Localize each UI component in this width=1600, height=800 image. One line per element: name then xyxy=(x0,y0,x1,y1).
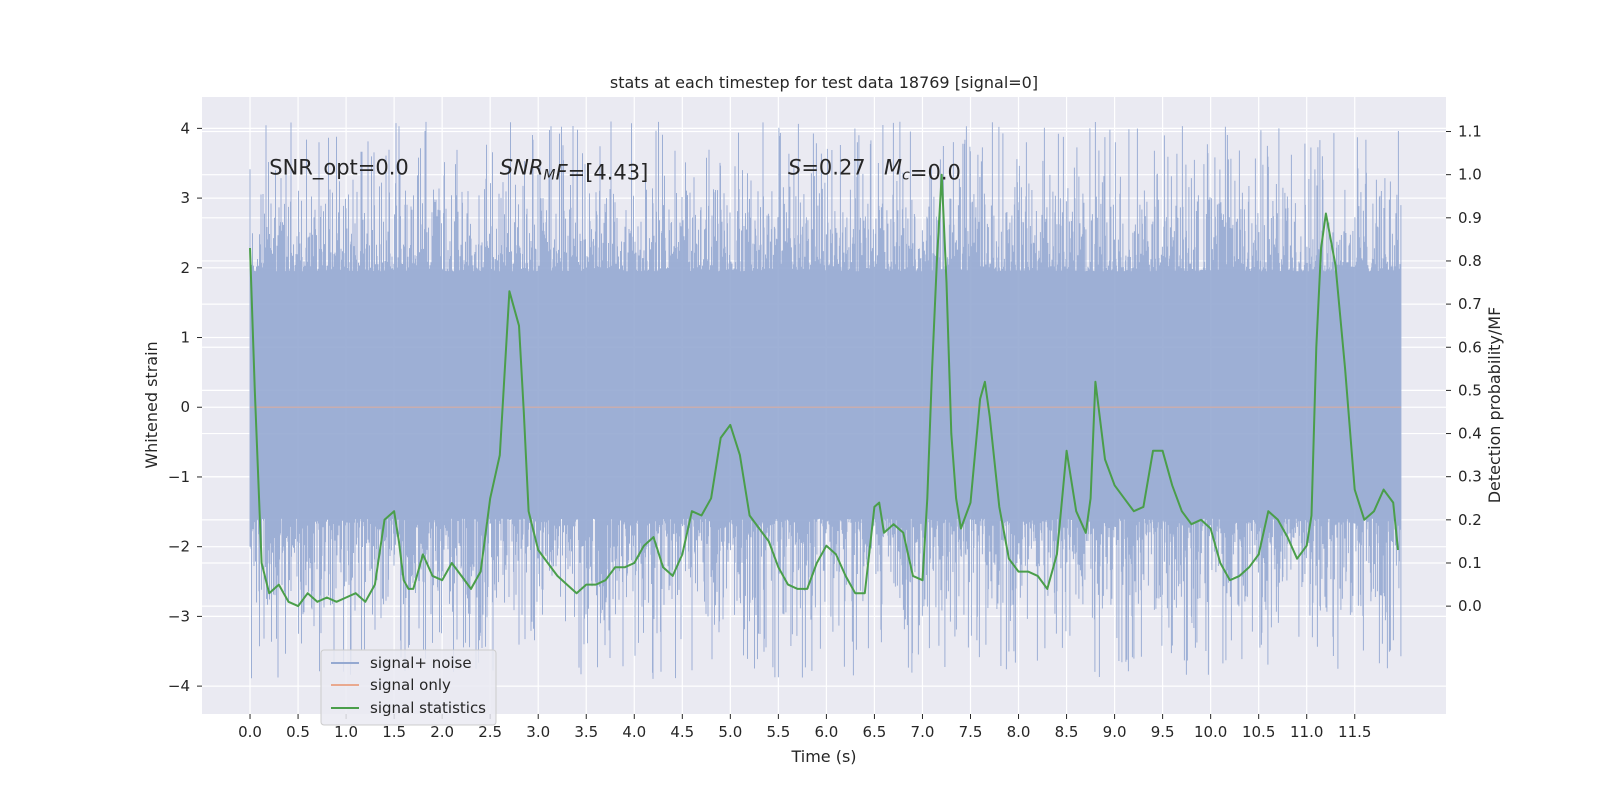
y-right-tick-label: 0.1 xyxy=(1458,554,1482,572)
y-left-tick-label: 2 xyxy=(180,259,190,277)
y-right-tick-label: 0.0 xyxy=(1458,597,1482,615)
series-signal-plus-noise xyxy=(249,121,1402,679)
y-left-tick-label: 0 xyxy=(180,398,190,416)
y-left-tick-label: 3 xyxy=(180,189,190,207)
x-tick-label: 4.5 xyxy=(670,723,694,741)
x-tick-label: 2.5 xyxy=(478,723,502,741)
y-axis-left-ticks: −4 −3 −2 −1 0 1 2 3 4 xyxy=(168,119,202,695)
x-tick-label: 1.0 xyxy=(334,723,358,741)
y-right-tick-label: 0.4 xyxy=(1458,425,1482,443)
y-left-tick-label: 4 xyxy=(180,119,190,137)
y-right-tick-label: 1.1 xyxy=(1458,123,1482,141)
y-right-tick-label: 0.7 xyxy=(1458,295,1482,313)
x-tick-label: 11.0 xyxy=(1290,723,1323,741)
y-right-tick-label: 0.8 xyxy=(1458,252,1482,270)
annotation-0: SNR_opt=0.0 xyxy=(269,156,409,181)
x-tick-label: 3.0 xyxy=(526,723,550,741)
y-axis-right-ticks: 0.0 0.1 0.2 0.3 0.4 0.5 0.6 0.7 0.8 0.9 1.0 1.1 xyxy=(1446,123,1482,615)
x-tick-label: 9.5 xyxy=(1151,723,1175,741)
x-tick-label: 0.0 xyxy=(238,723,262,741)
legend-label-signal-statistics: signal statistics xyxy=(370,699,486,717)
y-right-tick-label: 1.0 xyxy=(1458,166,1482,184)
x-tick-label: 8.5 xyxy=(1055,723,1079,741)
x-tick-label: 2.0 xyxy=(430,723,454,741)
x-tick-label: 7.5 xyxy=(959,723,983,741)
x-tick-label: 5.5 xyxy=(766,723,790,741)
legend-label-signal-only: signal only xyxy=(370,676,451,694)
y-right-tick-label: 0.5 xyxy=(1458,381,1482,399)
x-tick-label: 1.5 xyxy=(382,723,406,741)
y-axis-right-label: Detection probability/MF xyxy=(1485,307,1504,504)
x-tick-label: 7.0 xyxy=(911,723,935,741)
y-right-tick-label: 0.2 xyxy=(1458,511,1482,529)
x-tick-label: 10.0 xyxy=(1194,723,1227,741)
annotation-2: S=0.27 xyxy=(788,156,866,180)
y-left-tick-label: −1 xyxy=(168,468,190,486)
x-tick-label: 4.0 xyxy=(622,723,646,741)
legend-box xyxy=(320,649,497,726)
x-tick-label: 0.5 xyxy=(286,723,310,741)
x-tick-label: 6.0 xyxy=(814,723,838,741)
x-tick-label: 8.0 xyxy=(1007,723,1031,741)
y-left-tick-label: −3 xyxy=(168,607,190,625)
x-tick-label: 11.5 xyxy=(1338,723,1371,741)
x-tick-label: 5.0 xyxy=(718,723,742,741)
annotations: SNR_opt=0.0 SNRMF=[4.43] S=0.27 Mc=0.0 xyxy=(269,156,961,185)
y-right-tick-label: 0.6 xyxy=(1458,338,1482,356)
x-axis-ticks: 0.0 0.5 1.0 1.5 2.0 2.5 3.0 3.5 4.0 4.5 5.0 5.5 6.0 6… xyxy=(238,714,1371,741)
y-axis-left-label: Whitened strain xyxy=(142,341,161,468)
chart-title: stats at each timestep for test data 187… xyxy=(610,73,1038,92)
annotation-3: Mc=0.0 xyxy=(884,156,961,185)
y-left-tick-label: −2 xyxy=(168,538,190,556)
y-left-tick-label: 1 xyxy=(180,329,190,347)
legend-label-signal-plus-noise: signal+ noise xyxy=(370,654,472,672)
x-tick-label: 6.5 xyxy=(863,723,887,741)
y-right-tick-label: 0.9 xyxy=(1458,209,1482,227)
y-left-tick-label: −4 xyxy=(168,677,190,695)
x-axis-label: Time (s) xyxy=(790,747,856,766)
annotation-1: SNRMF=[4.43] xyxy=(500,156,649,185)
x-tick-label: 3.5 xyxy=(574,723,598,741)
series-signal-statistics xyxy=(249,173,1399,608)
x-tick-label: 10.5 xyxy=(1242,723,1275,741)
y-right-tick-label: 0.3 xyxy=(1458,468,1482,486)
legend: signal+ noise signal only signal statist… xyxy=(320,649,497,726)
x-tick-label: 9.0 xyxy=(1103,723,1127,741)
plot-area xyxy=(249,121,1402,679)
